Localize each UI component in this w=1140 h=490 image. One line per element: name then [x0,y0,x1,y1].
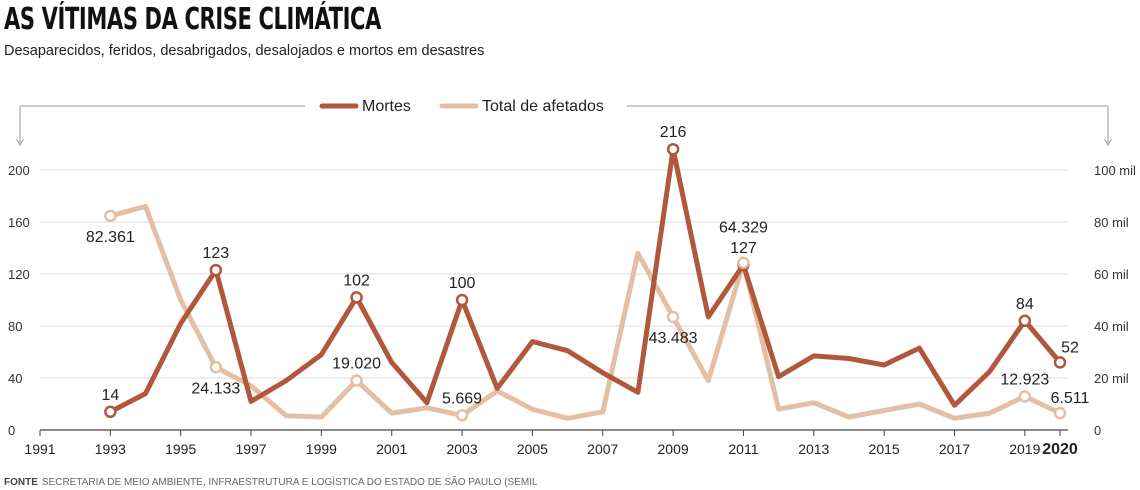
data-label-mortes: 84 [1016,296,1034,313]
data-label-afetados: 5.669 [442,390,482,407]
arrow-down-left-icon [16,138,24,146]
x-tick-label: 2011 [728,441,758,457]
x-tick-label: 2013 [798,441,829,457]
line-mortes [107,146,1063,415]
data-label-afetados: 64.329 [719,220,768,237]
data-label-afetados: 43.483 [649,330,698,347]
x-tick-label: 1999 [306,441,337,457]
y-left-tick-label: 80 [8,319,22,334]
x-tick-label: 1993 [95,441,126,457]
data-label-afetados: 24.133 [191,380,240,397]
x-tick-label: 2007 [587,441,618,457]
y-right-tick-label: 0 [1094,423,1101,438]
x-tick-label: 1991 [24,441,55,457]
marker-afetados [350,374,363,387]
chart-title: AS VÍTIMAS DA CRISE CLIMÁTICA [4,2,382,37]
legend: Mortes Total de afetados [305,92,627,120]
data-label-afetados: 82.361 [86,229,135,246]
x-tick-label: 1995 [165,441,196,457]
marker-afetados [1053,406,1067,420]
legend-label-total-de-afetados: Total de afetados [482,98,604,115]
y-right-tick-label: 60 mil [1094,267,1129,282]
x-tick-label: 2017 [939,441,970,457]
marker-mortes [666,142,680,156]
marker-mortes [1018,314,1032,328]
marker-afetados [209,361,223,374]
y-right-tick-label: 100 mil [1094,163,1136,178]
y-left-tick-label: 160 [8,215,30,230]
data-label-mortes: 127 [730,240,757,257]
x-tick-label: 2009 [658,441,689,457]
series-total-de-afetados [107,203,1063,421]
marker-mortes [104,405,117,419]
line-total-de-afetados [107,203,1063,421]
chart-subtitle: Desaparecidos, feridos, desabrigados, de… [4,43,485,59]
arrow-down-right-icon [1104,138,1112,146]
data-label-mortes: 14 [101,387,119,404]
x-tick-label: 2020 [1042,441,1078,458]
marker-afetados [455,409,469,422]
y-left-tick-label: 40 [8,371,22,386]
data-labels: 14 123 102 100 216 127 84 52 82.361 24.133 19.020 5… [86,124,1090,407]
marker-afetados [104,209,117,223]
series-mortes [107,146,1063,415]
legend-label-mortes: Mortes [362,98,411,115]
marker-mortes [209,263,223,277]
y-right-tick-label: 80 mil [1094,215,1129,230]
marker-mortes [455,293,469,307]
x-tick-label: 2015 [869,441,900,457]
data-label-mortes: 216 [660,124,687,141]
data-label-afetados: 19.020 [332,356,381,373]
x-tick-label: 2001 [376,441,407,457]
y-right-tick-label: 40 mil [1094,319,1129,334]
marker-mortes [350,291,363,304]
marker-afetados [1018,390,1032,403]
x-tick-label: 1997 [235,441,266,457]
y-right-tick-label: 20 mil [1094,371,1129,386]
y-left-tick-label: 0 [8,423,15,438]
data-label-afetados: 6.511 [1051,390,1090,407]
marker-mortes [1053,356,1067,369]
marker-afetados [666,310,680,324]
x-tick-label: 2003 [446,441,477,457]
source-label: FONTE [4,477,38,488]
source-text: SECRETARIA DE MEIO AMBIENTE, INFRAESTRUT… [41,477,538,488]
marker-afetados [737,256,750,269]
data-label-afetados: 12.923 [1000,371,1049,388]
x-tick-label: 2019 [1009,441,1040,457]
source-note: FONTE SECRETARIA DE MEIO AMBIENTE, INFRAE… [4,477,538,488]
data-label-mortes: 123 [203,245,230,262]
markers [104,142,1067,422]
x-tick-label: 2005 [517,441,548,457]
y-left-tick-label: 200 [8,163,30,178]
data-label-mortes: 102 [343,272,370,289]
data-label-mortes: 100 [449,275,476,292]
data-label-mortes: 52 [1061,339,1079,356]
y-left-tick-label: 120 [8,267,30,282]
